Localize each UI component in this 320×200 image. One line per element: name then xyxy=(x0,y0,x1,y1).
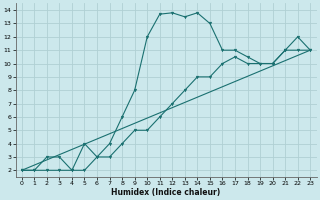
X-axis label: Humidex (Indice chaleur): Humidex (Indice chaleur) xyxy=(111,188,221,197)
